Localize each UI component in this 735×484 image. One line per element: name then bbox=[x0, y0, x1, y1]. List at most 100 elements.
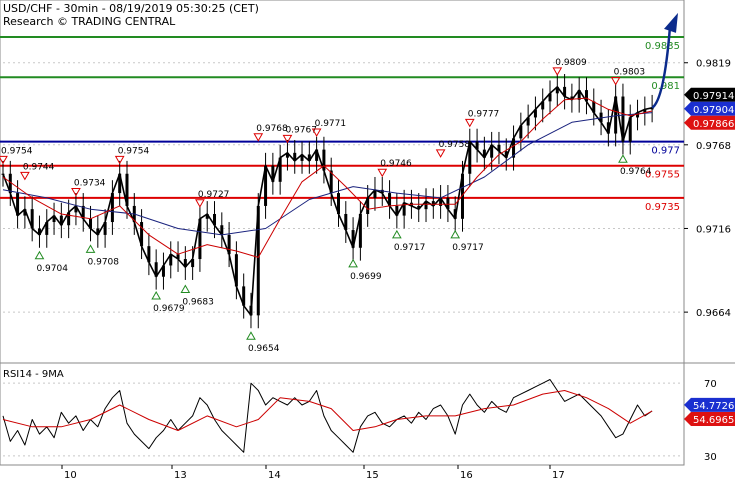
high-marker-triangle bbox=[71, 188, 81, 197]
high-marker-triangle bbox=[114, 155, 125, 165]
price-tag-current-label: 0.97914 bbox=[693, 91, 734, 102]
level-label: 0.9835 bbox=[645, 41, 680, 52]
candle-body bbox=[636, 112, 640, 118]
candle-body bbox=[395, 205, 399, 216]
candle-body bbox=[533, 109, 537, 118]
rsi-title: RSI14 - 9MA bbox=[3, 369, 64, 380]
chart-source: Research © TRADING CENTRAL bbox=[3, 15, 176, 28]
candle-body bbox=[512, 138, 516, 158]
candle-body bbox=[118, 173, 122, 194]
low-marker-triangle bbox=[34, 250, 45, 260]
candle-body bbox=[125, 173, 129, 206]
candle-body bbox=[300, 154, 304, 161]
rsi-panel: RSI14 - 9MA 70 30 54.7726 54.6965 bbox=[2, 369, 735, 463]
time-axis: 10 13 14 15 16 17 bbox=[61, 465, 565, 481]
candle-body bbox=[293, 152, 297, 161]
candle-body bbox=[89, 218, 93, 229]
candle-body bbox=[417, 205, 421, 210]
high-marker-label: 0.9727 bbox=[198, 190, 230, 200]
candle-body bbox=[468, 141, 472, 174]
candle-body bbox=[519, 125, 523, 139]
low-marker-label: 0.9683 bbox=[182, 298, 214, 308]
candle-body bbox=[358, 213, 362, 248]
level-label: 0.9735 bbox=[645, 202, 680, 213]
low-marker-label: 0.9717 bbox=[452, 243, 484, 253]
high-marker-triangle bbox=[610, 76, 621, 86]
candle-body bbox=[271, 165, 275, 182]
candle-body bbox=[643, 109, 647, 113]
low-marker-label: 0.9654 bbox=[248, 344, 280, 354]
candle-body bbox=[110, 193, 114, 223]
candle-body bbox=[541, 101, 545, 110]
x-tick-label: 16 bbox=[460, 470, 473, 480]
candle-body bbox=[198, 218, 202, 260]
high-marker-triangle bbox=[20, 171, 30, 181]
y-tick-label: 0.9819 bbox=[696, 59, 731, 70]
price-axis: 0.9819 0.9768 0.9716 0.9664 bbox=[684, 59, 731, 319]
ma-slow-line bbox=[2, 112, 653, 236]
candle-body bbox=[606, 122, 610, 134]
ma-fast-line bbox=[2, 97, 653, 258]
projection-arrow-head bbox=[664, 12, 678, 33]
high-marker-label: 0.9734 bbox=[74, 179, 106, 189]
high-marker-triangle bbox=[311, 128, 322, 137]
grid bbox=[0, 0, 735, 466]
candle-body bbox=[504, 151, 508, 158]
candle-body bbox=[402, 202, 406, 216]
price-line bbox=[2, 86, 653, 317]
high-marker-triangle bbox=[464, 118, 475, 128]
rsi-tag-blue-label: 54.7726 bbox=[693, 401, 734, 412]
plot-frame bbox=[0, 0, 685, 466]
candle-body bbox=[577, 90, 581, 100]
high-marker-triangle bbox=[0, 155, 8, 165]
low-marker-triangle bbox=[391, 229, 402, 239]
price-series bbox=[1, 12, 678, 329]
candle-body bbox=[482, 149, 486, 158]
candle-body bbox=[176, 254, 180, 260]
annotations: 0.97540.97440.97340.97540.97270.97680.97… bbox=[0, 58, 652, 354]
candle-body bbox=[264, 165, 268, 206]
price-tags: 0.97914 0.97904 0.97866 bbox=[684, 87, 735, 130]
candle-body bbox=[278, 157, 282, 182]
high-marker-label: 0.9758 bbox=[439, 140, 471, 150]
high-marker-triangle bbox=[253, 133, 264, 142]
candle-body bbox=[322, 149, 326, 171]
candle-body bbox=[424, 201, 428, 210]
level-label: 0.977 bbox=[651, 146, 680, 157]
x-tick-label: 13 bbox=[174, 470, 187, 480]
y-tick-label: 0.9664 bbox=[696, 308, 731, 319]
low-marker-label: 0.9679 bbox=[153, 304, 185, 314]
candle-body bbox=[548, 93, 552, 102]
candle-body bbox=[147, 246, 151, 263]
rsi-line bbox=[2, 379, 653, 453]
candle-body bbox=[563, 86, 567, 97]
x-tick-label: 17 bbox=[552, 470, 565, 480]
candle-body bbox=[234, 254, 238, 287]
low-marker-triangle bbox=[450, 229, 461, 239]
level-label: 0.981 bbox=[651, 81, 680, 92]
candle-body bbox=[337, 193, 340, 214]
high-marker-label: 0.9777 bbox=[468, 109, 500, 119]
high-marker-label: 0.9746 bbox=[380, 159, 412, 169]
candle-body bbox=[81, 205, 85, 219]
high-marker-triangle bbox=[282, 134, 293, 144]
candle-body bbox=[45, 222, 49, 235]
candle-body bbox=[205, 213, 209, 219]
candle-body bbox=[140, 222, 144, 247]
candle-body bbox=[23, 209, 27, 216]
candle-body bbox=[213, 213, 217, 226]
candle-body bbox=[570, 96, 574, 100]
candle-body bbox=[344, 213, 348, 231]
horizontal-levels: 0.9835 0.981 0.977 0.9755 0.9735 bbox=[0, 36, 684, 213]
y-tick-label: 0.9716 bbox=[696, 224, 731, 235]
candle-body bbox=[329, 170, 333, 194]
low-marker-triangle bbox=[180, 284, 191, 294]
price-tag-red-bg bbox=[684, 115, 735, 130]
candle-body bbox=[242, 286, 246, 306]
high-marker-label: 0.9754 bbox=[118, 146, 150, 156]
price-tag-current-bg bbox=[684, 87, 735, 102]
rsi-tick-label: 30 bbox=[704, 452, 717, 463]
rsi-tag-blue-bg bbox=[684, 397, 735, 412]
candle-body bbox=[621, 96, 625, 142]
